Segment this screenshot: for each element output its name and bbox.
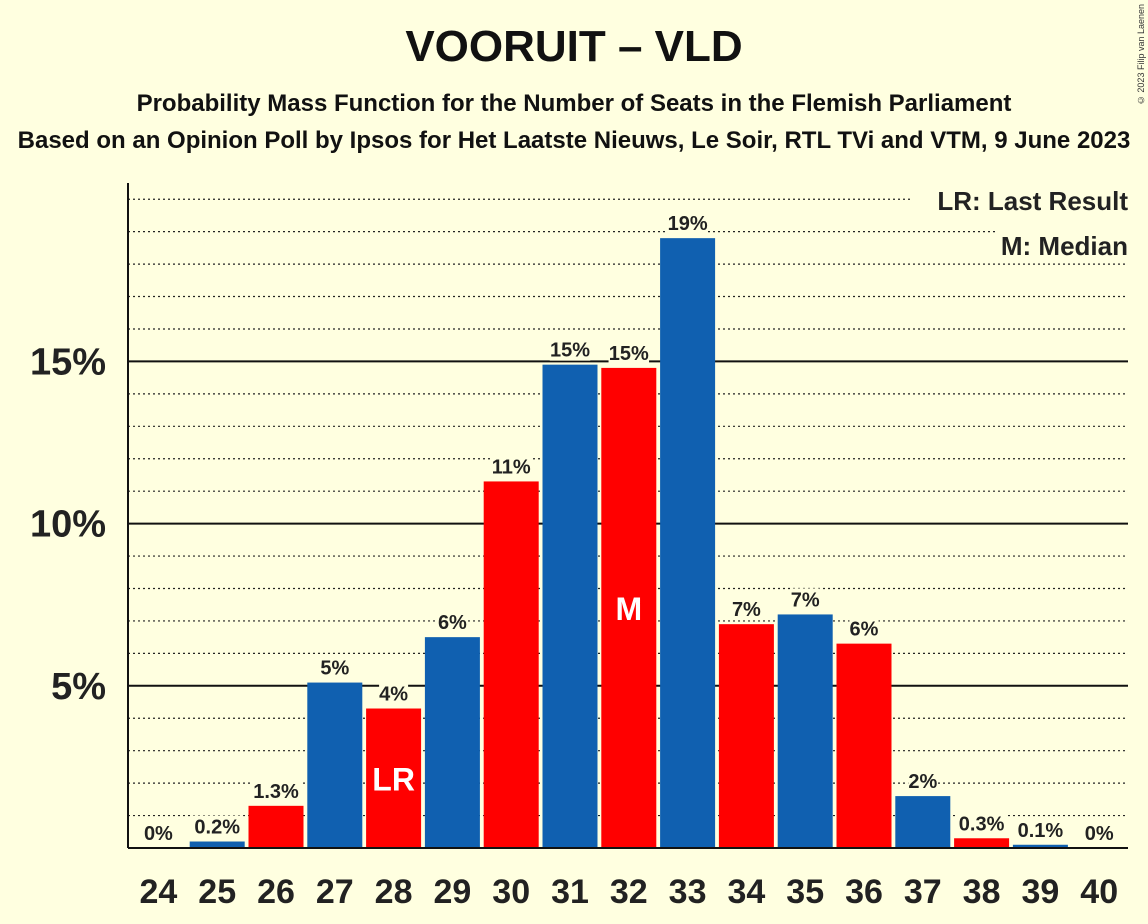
x-tick-label: 31 <box>551 873 589 911</box>
x-tick-label: 39 <box>1021 873 1059 911</box>
last-result-marker: LR <box>372 761 415 797</box>
bar <box>307 682 363 848</box>
value-label-bg <box>549 338 591 361</box>
value-label-bg <box>1084 822 1114 844</box>
value-label: 0% <box>1085 823 1114 845</box>
value-label-bg <box>908 770 938 793</box>
value-label: 6% <box>438 612 467 634</box>
x-tick-label: 32 <box>610 873 648 911</box>
chart-source-line: Based on an Opinion Poll by Ipsos for He… <box>17 127 1131 154</box>
bar <box>483 481 539 848</box>
bar <box>895 796 951 848</box>
x-tick-label: 26 <box>257 873 295 911</box>
value-label-bg <box>955 812 1008 835</box>
value-label: 0.1% <box>1018 820 1064 842</box>
chart-title: VOORUIT – VLD <box>405 22 743 71</box>
bar <box>1012 844 1068 848</box>
value-label-bg <box>731 598 761 621</box>
legend-entry: LR: Last Result <box>937 186 1128 216</box>
bar <box>601 367 657 848</box>
legend-bg <box>997 229 1128 263</box>
value-label-bg <box>320 656 350 679</box>
bar <box>366 708 422 848</box>
value-label: 6% <box>850 619 879 641</box>
x-tick-label: 33 <box>669 873 707 911</box>
y-tick-label: 15% <box>30 341 106 383</box>
chart-subtitle: Probability Mass Function for the Number… <box>136 90 1012 117</box>
value-label: 7% <box>791 589 820 611</box>
x-tick-label: 24 <box>139 873 177 911</box>
legend-bg <box>910 184 1128 218</box>
value-label-bg <box>250 779 302 802</box>
value-label-bg <box>143 822 173 844</box>
x-tick-label: 29 <box>433 873 471 911</box>
value-label: 1.3% <box>253 781 299 803</box>
bar <box>660 238 716 848</box>
value-label-bg <box>437 611 467 634</box>
value-label: 0% <box>144 823 173 845</box>
value-label-bg <box>667 212 708 235</box>
value-label-bg <box>191 815 244 838</box>
x-tick-label: 27 <box>316 873 354 911</box>
value-label-bg <box>849 617 879 640</box>
x-tick-label: 35 <box>786 873 824 911</box>
y-tick-label: 5% <box>51 666 106 708</box>
value-label: 0.3% <box>959 813 1005 835</box>
value-label-bg <box>490 455 532 478</box>
x-tick-label: 40 <box>1080 873 1118 911</box>
x-tick-label: 34 <box>727 873 765 911</box>
x-tick-label: 37 <box>904 873 942 911</box>
bar <box>777 614 833 848</box>
bar <box>189 841 245 848</box>
bar <box>718 624 774 848</box>
value-label-bg <box>1014 818 1067 841</box>
bar <box>248 805 304 848</box>
value-label: 11% <box>492 456 531 478</box>
median-marker: M <box>615 591 642 627</box>
value-label: 5% <box>320 658 349 680</box>
x-tick-label: 30 <box>492 873 530 911</box>
x-tick-label: 36 <box>845 873 883 911</box>
value-label: 0.2% <box>194 817 240 839</box>
value-label-bg <box>379 682 409 705</box>
legend-entry: M: Median <box>1001 231 1128 261</box>
x-tick-label: 38 <box>963 873 1001 911</box>
value-label: 2% <box>908 771 937 793</box>
value-label: 7% <box>732 599 761 621</box>
value-label-bg <box>790 588 820 611</box>
value-label: 19% <box>668 213 708 235</box>
x-tick-label: 28 <box>375 873 413 911</box>
value-label: 4% <box>379 684 408 706</box>
bar <box>836 643 892 848</box>
bar <box>954 838 1010 848</box>
value-label: 15% <box>609 343 649 365</box>
x-tick-label: 25 <box>198 873 236 911</box>
bar <box>424 637 480 848</box>
value-label-bg <box>608 341 650 364</box>
value-label: 15% <box>550 340 590 362</box>
y-tick-label: 10% <box>30 504 106 546</box>
bar <box>542 364 598 848</box>
